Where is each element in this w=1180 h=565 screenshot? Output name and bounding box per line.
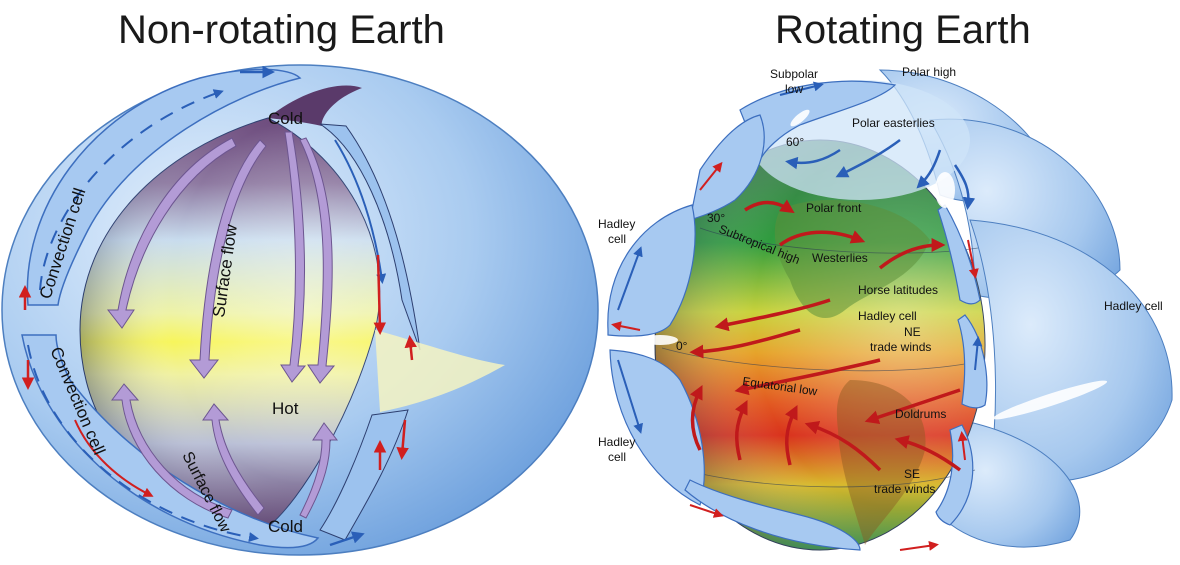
label-se-trade-1: SE bbox=[904, 467, 920, 481]
label-doldrums: Doldrums bbox=[895, 407, 946, 421]
label-se-trade-2: trade winds bbox=[874, 482, 935, 496]
label-lat-0: 0° bbox=[676, 339, 688, 353]
label-horse-latitudes: Horse latitudes bbox=[858, 283, 938, 297]
label-lat-60: 60° bbox=[786, 135, 804, 149]
label-hadley-left-bottom-2: cell bbox=[608, 450, 626, 464]
surface-flow-arrows-top bbox=[106, 131, 336, 384]
wind-arrows-blue bbox=[785, 138, 976, 210]
surface-flow-arrows-bottom bbox=[111, 383, 339, 519]
label-polar-front: Polar front bbox=[806, 201, 862, 215]
label-hot: Hot bbox=[272, 399, 299, 418]
cell-tube-right-ferrel bbox=[937, 204, 981, 305]
cell-tube-bottom bbox=[684, 479, 861, 551]
label-polar-easterlies: Polar easterlies bbox=[852, 116, 935, 130]
south-america bbox=[836, 380, 926, 545]
right-shell-hadley bbox=[969, 219, 1173, 483]
label-hadley-left-bottom-1: Hadley bbox=[598, 435, 635, 449]
label-hadley-cell-right: Hadley cell bbox=[1104, 299, 1163, 313]
cell-tube-hadley-n bbox=[607, 204, 696, 337]
cell-tube-polar bbox=[739, 80, 897, 162]
label-cold-top: Cold bbox=[268, 109, 303, 128]
label-hadley-cell-center: Hadley cell bbox=[858, 309, 917, 323]
right-diagram: Subpolar low Polar high Polar easterlies… bbox=[598, 65, 1173, 551]
convection-tube-top bbox=[26, 68, 302, 306]
wind-arrows-red bbox=[689, 199, 962, 472]
left-diagram: Cold Hot Cold Surface flow Surface flow … bbox=[1, 64, 599, 556]
cell-tube-right-hadley bbox=[957, 314, 988, 409]
label-hadley-left-top-2: cell bbox=[608, 232, 626, 246]
right-shell-lower bbox=[944, 419, 1081, 548]
label-subpolar-low-1: Subpolar bbox=[770, 67, 818, 81]
label-westerlies: Westerlies bbox=[812, 251, 868, 265]
label-subpolar-low-2: low bbox=[785, 82, 803, 96]
label-hadley-left-top-1: Hadley bbox=[598, 217, 635, 231]
cloud-bands bbox=[642, 109, 1108, 420]
left-title: Non-rotating Earth bbox=[118, 8, 445, 52]
label-cold-bottom: Cold bbox=[268, 517, 303, 536]
cell-tube-ferrel bbox=[689, 114, 765, 221]
cell-tube-hadley-s bbox=[609, 349, 705, 506]
label-lat-30: 30° bbox=[707, 211, 725, 225]
label-ne-trade-2: trade winds bbox=[870, 340, 931, 354]
label-ne-trade-1: NE bbox=[904, 325, 921, 339]
left-polar-hollow bbox=[268, 85, 362, 126]
convection-tube-bottom bbox=[21, 334, 320, 549]
label-polar-high: Polar high bbox=[902, 65, 956, 79]
right-title: Rotating Earth bbox=[775, 8, 1031, 52]
north-america bbox=[774, 200, 930, 319]
